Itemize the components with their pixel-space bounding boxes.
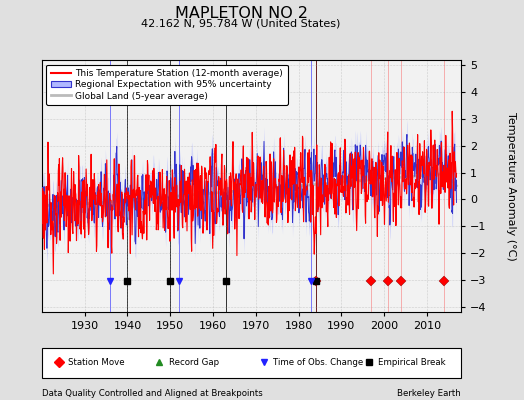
Text: Record Gap: Record Gap [169, 358, 219, 367]
Text: Data Quality Controlled and Aligned at Breakpoints: Data Quality Controlled and Aligned at B… [42, 389, 263, 398]
Text: 42.162 N, 95.784 W (United States): 42.162 N, 95.784 W (United States) [141, 18, 341, 28]
Text: Empirical Break: Empirical Break [378, 358, 446, 367]
Y-axis label: Temperature Anomaly (°C): Temperature Anomaly (°C) [506, 112, 516, 260]
Text: Station Move: Station Move [68, 358, 125, 367]
Text: Time of Obs. Change: Time of Obs. Change [274, 358, 364, 367]
Text: Berkeley Earth: Berkeley Earth [397, 389, 461, 398]
FancyBboxPatch shape [42, 348, 461, 378]
Text: MAPLETON NO 2: MAPLETON NO 2 [174, 6, 308, 21]
Legend: This Temperature Station (12-month average), Regional Expectation with 95% uncer: This Temperature Station (12-month avera… [47, 64, 288, 105]
